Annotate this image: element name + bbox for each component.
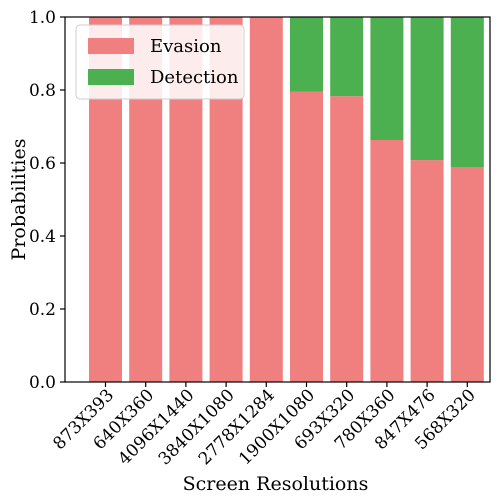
bar-evasion-9	[450, 167, 484, 382]
legend: Evasion Detection	[75, 24, 245, 100]
bar-detection-7	[370, 17, 404, 140]
bar-detection-5	[290, 17, 323, 92]
bar-evasion-6	[330, 96, 364, 382]
bar-detection-9	[450, 17, 484, 168]
legend-label-evasion: Evasion	[150, 36, 222, 57]
y-tick-label: 1.0	[29, 8, 56, 28]
y-axis-title: Probabilities	[8, 139, 30, 261]
bar-evasion-7	[370, 140, 404, 382]
plot-frame	[64, 16, 491, 383]
bar-evasion-8	[410, 160, 444, 382]
legend-swatch-evasion	[88, 38, 134, 54]
bar-detection-8	[410, 17, 444, 161]
y-tick-label: 0.4	[29, 227, 56, 247]
bar-evasion-5	[290, 91, 323, 382]
y-tick-label: 0.0	[29, 373, 56, 393]
bar-evasion-4	[249, 17, 283, 382]
y-tick-label: 0.2	[29, 300, 56, 320]
legend-swatch-detection	[88, 69, 134, 85]
y-tick-label: 0.8	[29, 81, 56, 101]
bar-detection-6	[330, 17, 364, 97]
x-axis-title: Screen Resolutions	[183, 473, 369, 495]
y-tick-label: 0.6	[29, 154, 56, 174]
legend-label-detection: Detection	[150, 67, 239, 88]
axes-layer	[60, 16, 491, 387]
